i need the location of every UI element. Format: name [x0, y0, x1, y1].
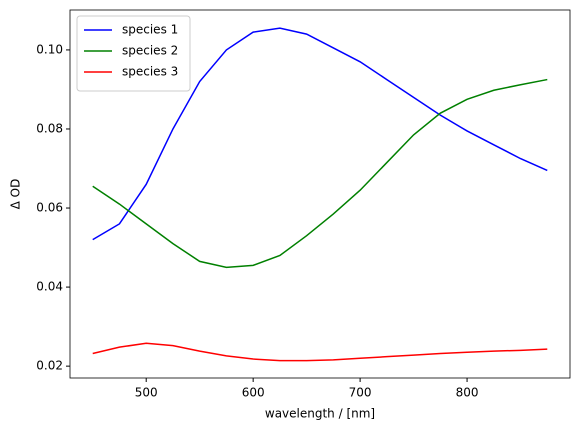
legend-label: species 2: [122, 44, 178, 58]
x-tick-label: 800: [456, 386, 479, 400]
series-line: [92, 78, 548, 269]
y-axis-label: Δ OD: [9, 179, 23, 210]
legend-label: species 3: [122, 65, 178, 79]
series-line: [92, 342, 548, 362]
x-tick-label: 700: [349, 386, 372, 400]
x-axis-label: wavelength / [nm]: [265, 407, 375, 421]
plot-frame: [69, 9, 571, 379]
y-tick-label: 0.02: [36, 359, 63, 373]
x-tick-label: 500: [135, 386, 158, 400]
series-line: [92, 27, 548, 241]
y-tick-label: 0.10: [36, 42, 63, 56]
legend-label: species 1: [122, 23, 178, 37]
x-tick-label: 600: [242, 386, 265, 400]
y-tick-label: 0.08: [36, 121, 63, 135]
legend: species 1 species 2 species 3: [76, 15, 191, 92]
y-tick-label: 0.04: [36, 280, 63, 294]
y-tick-label: 0.06: [36, 201, 63, 215]
